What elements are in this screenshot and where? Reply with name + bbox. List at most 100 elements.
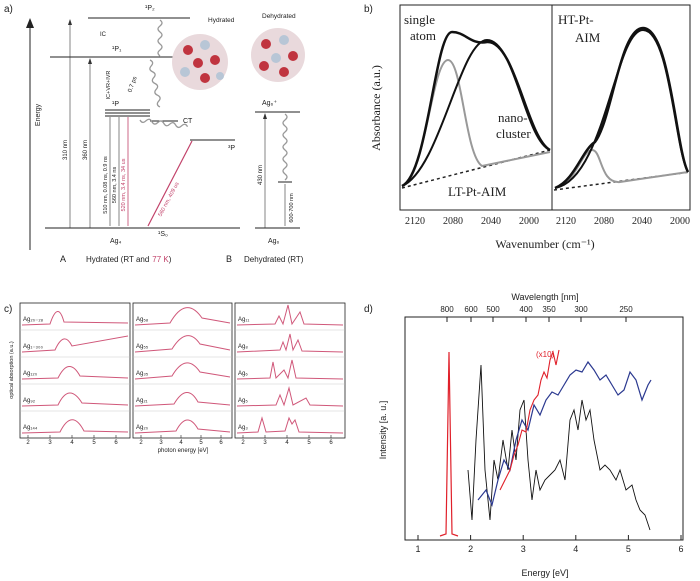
top-tick-label: 500 xyxy=(486,305,500,314)
top-ticks: 800 600 500 400 350 300 250 xyxy=(440,305,633,322)
transition-label: 310 nm xyxy=(63,140,69,160)
plot-frame xyxy=(234,302,346,439)
row-label: Ag₅₅ xyxy=(136,344,149,350)
level-label: Ag₆ xyxy=(268,238,280,245)
level-label: ¹P xyxy=(112,101,119,108)
spectrum xyxy=(134,392,231,407)
panel-label: c) xyxy=(4,304,12,315)
relaxation xyxy=(282,113,288,181)
x-tick-label: 4 xyxy=(179,440,183,446)
process-label: 0.7 ps xyxy=(127,76,138,93)
top-tick-label: 600 xyxy=(464,305,478,314)
single-atom-fit xyxy=(554,148,689,189)
caption-part: 77 K xyxy=(152,255,169,264)
x-tick-label: 1 xyxy=(415,544,420,554)
transition-label: 600-700 nm xyxy=(289,193,295,223)
x-axis-label: Wavenumber (cm⁻¹) xyxy=(495,237,594,251)
atom xyxy=(288,51,298,61)
spectrum-blue xyxy=(477,360,652,507)
row-label: Ag₂₁ xyxy=(136,398,148,404)
x-tick-label: 5 xyxy=(626,544,631,554)
x-tick-label: 2 xyxy=(26,440,30,446)
process-label: IC xyxy=(100,32,107,38)
ticks: 2 3 4 5 6 2 3 4 5 6 2 3 4 5 6 xyxy=(26,435,333,446)
y-axis-label: Absorbance (a.u.) xyxy=(369,65,383,151)
x-axis-label: photon energy [eV] xyxy=(158,448,209,454)
plot-frame xyxy=(19,302,131,439)
row-label: Ag₁₋₃₀₀ xyxy=(23,344,43,350)
x-tick-label: 2080 xyxy=(443,216,463,227)
spectrum xyxy=(236,386,344,407)
x-tick-label: 6 xyxy=(219,440,223,446)
annotation: LT-Pt-AIM xyxy=(448,184,507,199)
row-label: Ag₅ xyxy=(238,398,248,404)
x-tick-label: 3 xyxy=(159,440,163,446)
x-tick-label: 2080 xyxy=(594,216,614,227)
level-label: ³P xyxy=(228,145,235,152)
spectrum xyxy=(236,416,344,434)
x-tick-label: 3 xyxy=(521,544,526,554)
x-tick-label: 3 xyxy=(263,440,267,446)
atom xyxy=(259,61,269,71)
annotation: (x10) xyxy=(536,350,555,359)
caption-part: Hydrated (RT and xyxy=(86,255,149,264)
transition-label: 520 nm, 3.4 ns, 34 us xyxy=(121,158,127,211)
x-tick-label: 4 xyxy=(285,440,289,446)
top-tick-label: 800 xyxy=(440,305,454,314)
panel-b: b) Absorbance (a.u.) Wavenumber (cm⁻¹) 2… xyxy=(364,4,691,251)
top-tick-label: 400 xyxy=(519,305,533,314)
panel-label: a) xyxy=(4,4,13,15)
plot-frame xyxy=(132,302,233,439)
total-fit xyxy=(401,30,551,188)
x-tick-label: 6 xyxy=(329,440,333,446)
annotation: nano- xyxy=(498,110,528,125)
x-axis-label: Energy [eV] xyxy=(521,568,568,578)
row-label: Ag₁₂₀ xyxy=(23,371,38,377)
row-label: Ag₃₅ xyxy=(136,371,149,377)
spectrum xyxy=(236,304,344,326)
x-tick-label: 2 xyxy=(139,440,143,446)
atom xyxy=(210,55,220,65)
x-tick-label: 2000 xyxy=(670,216,690,227)
x-tick-label: 2 xyxy=(241,440,245,446)
spectrum xyxy=(134,362,231,380)
annotation: cluster xyxy=(496,126,531,141)
process-label: IC+VR+IVR xyxy=(106,71,112,100)
relaxation xyxy=(139,118,189,129)
panel-label: d) xyxy=(364,304,373,315)
row-label: Ag₉₂ xyxy=(23,398,36,404)
plot-frame xyxy=(551,4,691,211)
x-tick-label: 6 xyxy=(114,440,118,446)
spectra xyxy=(21,304,344,434)
atom xyxy=(200,73,210,83)
rows: Ag₂₀₋₂₈ Ag₁₋₃₀₀ Ag₁₂₀ Ag₉₂ Ag₁₄₄ Ag₅₈ Ag₅₅ Ag₃₅… xyxy=(20,317,345,431)
annotation: HT-Pt- xyxy=(558,12,594,27)
panel-d: d) Wavelength [nm] Intensity [a. u.] Ene… xyxy=(364,292,684,578)
plot-frame xyxy=(404,316,684,541)
row-label: Ag₅₈ xyxy=(136,317,149,323)
x-tick-label: 2 xyxy=(468,544,473,554)
spectrum-red xyxy=(499,349,560,491)
spectrum xyxy=(134,419,231,434)
level-label: ¹S₀ xyxy=(158,231,168,238)
top-tick-label: 300 xyxy=(574,305,588,314)
arrowhead xyxy=(88,58,92,64)
single-atom-fit xyxy=(401,58,551,187)
top-tick-label: 250 xyxy=(619,305,633,314)
arrowhead xyxy=(263,113,267,119)
row-label: Ag₂₀₋₂₈ xyxy=(23,317,44,323)
x-tick-label: 2120 xyxy=(405,216,425,227)
total-fit xyxy=(554,26,690,190)
row-label: Ag₁₄₄ xyxy=(23,425,38,431)
atom xyxy=(279,67,289,77)
y-axis-label: optical absorption (a.u.) xyxy=(9,341,15,399)
spectrum xyxy=(236,359,344,380)
x-tick-label: 2040 xyxy=(632,216,652,227)
atom xyxy=(279,35,289,45)
spectrum xyxy=(236,333,344,353)
x-tick-label: 5 xyxy=(92,440,96,446)
atom xyxy=(200,40,210,50)
x-tick-label: 3 xyxy=(48,440,52,446)
spectrum-black xyxy=(467,364,651,531)
